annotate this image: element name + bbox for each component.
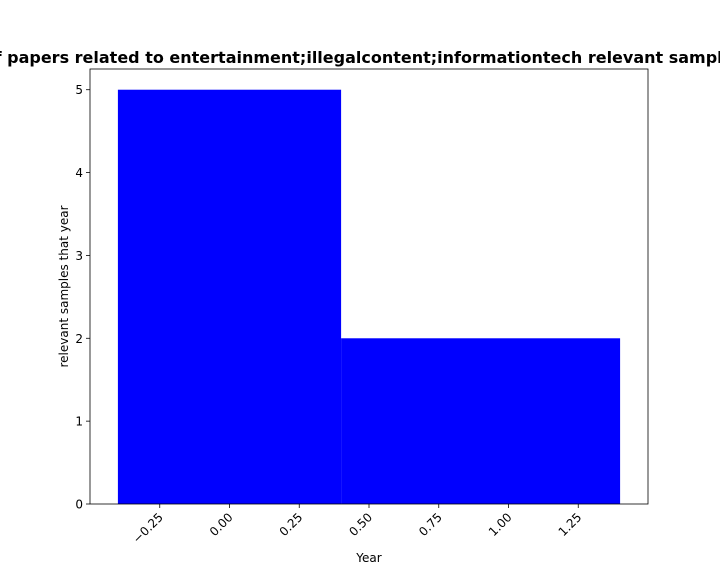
bars	[117, 89, 621, 504]
x-tick-label: −0.25	[130, 510, 166, 546]
y-tick-label: 3	[75, 249, 83, 263]
bar-1	[341, 338, 621, 504]
x-tick-label: 0.75	[416, 510, 445, 539]
y-tick-label: 5	[75, 83, 83, 97]
y-tick-label: 1	[75, 415, 83, 429]
x-tick-label: 0.25	[277, 510, 306, 539]
x-tick-label: 0.50	[346, 510, 375, 539]
x-axis-label: Year	[355, 551, 381, 565]
x-tick-label: 1.00	[486, 510, 515, 539]
bar-0	[117, 89, 342, 504]
y-tick-label: 2	[75, 332, 83, 346]
y-axis-ticks: 0 1 2 3 4 5	[75, 83, 90, 512]
x-tick-label: 0.00	[207, 510, 236, 539]
chart-title: Number of papers related to entertainmen…	[0, 48, 720, 67]
y-tick-label: 4	[75, 166, 83, 180]
y-tick-label: 0	[75, 498, 83, 512]
y-axis-label: relevant samples that year	[57, 205, 71, 367]
x-tick-label: 1.25	[556, 510, 585, 539]
x-axis-ticks: −0.25 0.00 0.25 0.50 0.75 1.00 1.25	[130, 504, 584, 546]
